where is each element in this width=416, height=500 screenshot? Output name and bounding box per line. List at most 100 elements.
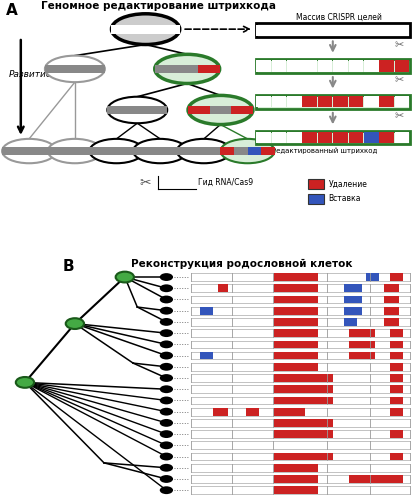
Circle shape xyxy=(160,307,173,314)
Bar xyxy=(384,296,399,304)
Bar xyxy=(275,452,333,460)
Bar xyxy=(379,24,394,36)
Bar xyxy=(213,408,228,416)
Bar xyxy=(333,24,348,36)
Bar xyxy=(234,148,248,154)
Ellipse shape xyxy=(107,96,167,123)
Text: Вставка: Вставка xyxy=(329,194,361,203)
Bar xyxy=(275,486,318,494)
Circle shape xyxy=(160,374,173,382)
Bar xyxy=(275,396,333,404)
Bar xyxy=(29,148,56,154)
Bar xyxy=(116,148,144,154)
Bar xyxy=(275,374,333,382)
Bar xyxy=(275,296,318,304)
Text: B: B xyxy=(62,258,74,274)
Bar xyxy=(302,96,317,108)
Bar xyxy=(344,296,362,304)
Bar xyxy=(390,374,403,382)
Bar xyxy=(364,96,379,108)
Bar xyxy=(256,24,410,37)
Bar xyxy=(275,464,318,471)
Bar xyxy=(220,148,234,154)
Bar xyxy=(231,106,253,114)
Bar xyxy=(302,60,317,72)
Bar xyxy=(349,24,363,36)
Bar xyxy=(261,148,275,154)
Bar xyxy=(287,96,302,108)
Bar xyxy=(390,340,403,348)
Bar xyxy=(246,408,259,416)
Circle shape xyxy=(160,430,173,438)
Bar xyxy=(218,284,228,292)
Bar xyxy=(176,64,198,74)
Bar xyxy=(188,106,210,114)
Bar xyxy=(318,96,332,108)
Text: ✂: ✂ xyxy=(395,112,404,122)
Bar xyxy=(177,148,204,154)
Bar xyxy=(395,132,409,143)
Bar xyxy=(256,60,271,72)
Bar xyxy=(133,148,160,154)
Bar xyxy=(272,24,286,36)
Circle shape xyxy=(160,340,173,348)
Bar xyxy=(275,307,318,314)
Bar xyxy=(275,352,318,360)
Bar xyxy=(45,65,75,73)
Bar xyxy=(287,24,302,36)
Bar xyxy=(390,363,403,370)
Bar xyxy=(272,96,286,108)
Bar xyxy=(333,132,348,143)
Circle shape xyxy=(160,352,173,360)
Bar xyxy=(390,386,403,393)
Bar xyxy=(364,132,379,143)
Bar xyxy=(302,132,317,143)
Circle shape xyxy=(160,363,173,370)
Bar xyxy=(256,132,271,143)
Circle shape xyxy=(160,486,173,494)
Bar xyxy=(275,430,333,438)
Text: Гид RNA/Cas9: Гид RNA/Cas9 xyxy=(198,178,253,188)
Circle shape xyxy=(160,396,173,404)
Circle shape xyxy=(160,419,173,427)
Bar xyxy=(364,60,379,72)
Circle shape xyxy=(160,442,173,449)
Bar xyxy=(333,96,348,108)
Bar xyxy=(379,132,394,143)
Bar xyxy=(198,64,220,74)
Text: A: A xyxy=(6,2,18,18)
Circle shape xyxy=(160,475,173,483)
Bar xyxy=(275,363,318,370)
Bar xyxy=(107,106,137,114)
Circle shape xyxy=(160,273,173,281)
Bar xyxy=(275,475,318,483)
Bar xyxy=(111,24,146,34)
Circle shape xyxy=(160,296,173,304)
Text: ✂: ✂ xyxy=(395,40,404,50)
Bar xyxy=(275,284,318,292)
Bar xyxy=(349,475,403,483)
Bar xyxy=(318,24,332,36)
Circle shape xyxy=(160,318,173,326)
Bar xyxy=(344,284,362,292)
Circle shape xyxy=(16,377,34,388)
Ellipse shape xyxy=(45,56,105,82)
Circle shape xyxy=(160,386,173,393)
Bar xyxy=(318,60,332,72)
Bar xyxy=(200,307,213,314)
Bar xyxy=(390,452,403,460)
Bar xyxy=(395,96,409,108)
Bar xyxy=(275,419,333,426)
Bar xyxy=(287,132,302,143)
Bar xyxy=(390,408,403,416)
Bar xyxy=(275,318,318,326)
Text: Массив CRISPR целей: Массив CRISPR целей xyxy=(296,13,382,22)
Bar xyxy=(349,60,363,72)
Bar xyxy=(390,352,403,360)
Bar xyxy=(349,330,375,337)
Bar xyxy=(349,96,363,108)
Bar xyxy=(75,148,102,154)
Bar xyxy=(287,60,302,72)
Circle shape xyxy=(160,452,173,460)
Bar xyxy=(333,60,348,72)
